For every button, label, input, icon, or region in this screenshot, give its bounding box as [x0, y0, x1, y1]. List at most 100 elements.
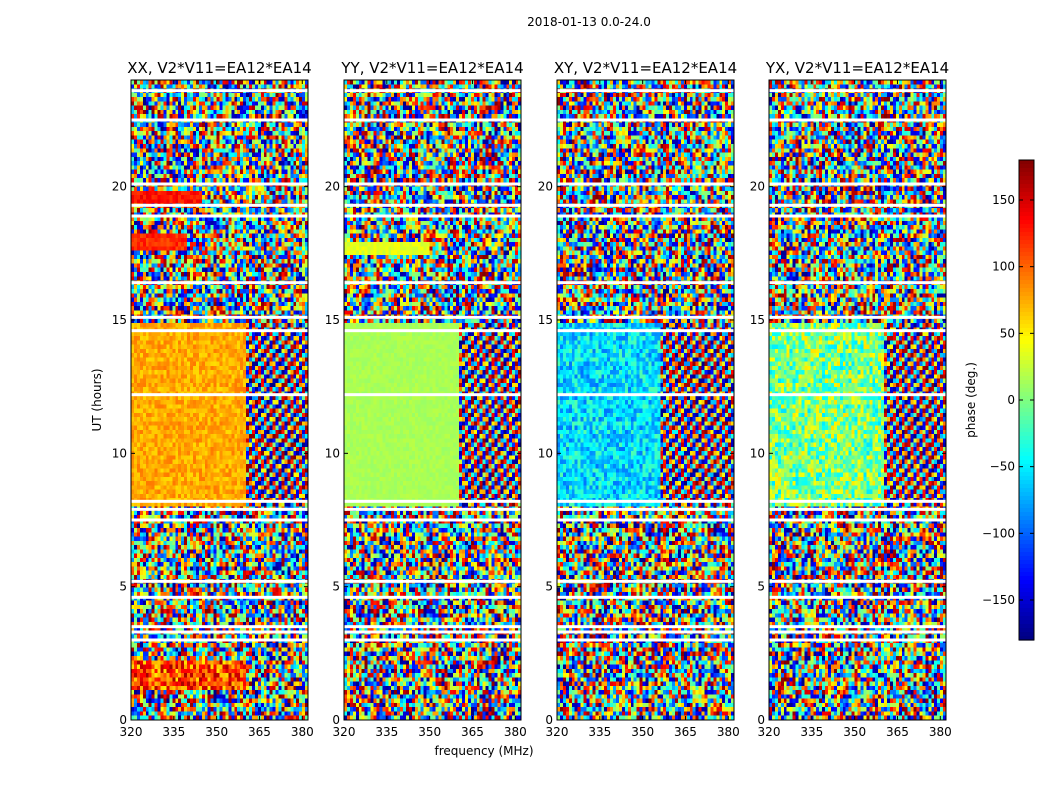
colorbar-segment: [1019, 532, 1034, 537]
colorbar-segment: [1019, 372, 1034, 377]
colorbar-segment: [1019, 512, 1034, 517]
flagged-row: [344, 499, 521, 503]
colorbar-segment: [1019, 488, 1034, 493]
plot-frame: [768, 79, 947, 721]
colorbar-segment: [1019, 296, 1034, 301]
x-tick-label: 365: [674, 725, 697, 739]
flagged-row: [131, 507, 308, 511]
flagged-row: [557, 89, 734, 93]
panel-1: XX, V2*V11=EA12*EA14 320 335 350 365 380 0 5 10 1…: [112, 59, 314, 739]
colorbar-segment: [1019, 396, 1034, 401]
x-tick-label: 350: [631, 725, 654, 739]
colorbar-segment: [1019, 344, 1034, 349]
colorbar-segment: [1019, 340, 1034, 345]
y-tick-label: 0: [332, 713, 340, 727]
flagged-row: [557, 281, 734, 285]
flagged-row: [557, 499, 734, 503]
flagged-row: [344, 315, 521, 319]
colorbar-segment: [1019, 400, 1034, 405]
colorbar-segment: [1019, 356, 1034, 361]
colorbar-segment: [1019, 216, 1034, 221]
flagged-row: [131, 630, 308, 634]
panel-4: YX, V2*V11=EA12*EA14 320 335 350 365 380 0 5 10 1…: [750, 59, 952, 739]
x-tick-label: 320: [120, 725, 143, 739]
flagged-row: [131, 329, 308, 333]
flagged-row: [769, 518, 946, 522]
y-tick-label: 15: [325, 313, 340, 327]
colorbar-segment: [1019, 204, 1034, 209]
colorbar-segment: [1019, 260, 1034, 265]
colorbar-segment: [1019, 572, 1034, 577]
colorbar-segment: [1019, 636, 1034, 641]
flagged-row: [769, 638, 946, 642]
colorbar-segment: [1019, 476, 1034, 481]
colorbar-segment: [1019, 228, 1034, 233]
colorbar-segment: [1019, 220, 1034, 225]
colorbar-segment: [1019, 164, 1034, 169]
phase-heatmap: [769, 80, 946, 720]
flagged-row: [769, 214, 946, 218]
colorbar-segment: [1019, 568, 1034, 573]
flagged-row: [769, 118, 946, 122]
y-tick-label: 15: [112, 313, 127, 327]
colorbar-segment: [1019, 552, 1034, 557]
flagged-row: [131, 182, 308, 186]
flagged-row: [557, 579, 734, 583]
flagged-row: [131, 579, 308, 583]
x-tick-label: 320: [333, 725, 356, 739]
x-tick-label: 350: [418, 725, 441, 739]
colorbar-segment: [1019, 596, 1034, 601]
colorbar-segment: [1019, 304, 1034, 309]
colorbar-segment: [1019, 536, 1034, 541]
colorbar-segment: [1019, 332, 1034, 337]
flagged-row: [557, 203, 734, 207]
panel-3: XY, V2*V11=EA12*EA14 320 335 350 365 380 0 5 10 1…: [538, 59, 740, 739]
colorbar-segment: [1019, 520, 1034, 525]
colorbar-segment: [1019, 628, 1034, 633]
colorbar-segment: [1019, 360, 1034, 365]
y-tick-label: 20: [538, 180, 553, 194]
colorbar-segment: [1019, 416, 1034, 421]
colorbar-segment: [1019, 232, 1034, 237]
colorbar-segment: [1019, 404, 1034, 409]
colorbar-segment: [1019, 464, 1034, 469]
flagged-row: [769, 579, 946, 583]
flagged-row: [131, 595, 308, 599]
flagged-row: [769, 625, 946, 629]
y-tick-label: 15: [750, 313, 765, 327]
colorbar-segment: [1019, 348, 1034, 353]
panels: XX, V2*V11=EA12*EA14 320 335 350 365 380 0 5 10 1…: [112, 59, 952, 739]
colorbar-segment: [1019, 480, 1034, 485]
flagged-row: [344, 625, 521, 629]
colorbar-segment: [1019, 200, 1034, 205]
x-tick-label: 335: [800, 725, 823, 739]
plot-frame: [343, 79, 522, 721]
colorbar-segment: [1019, 244, 1034, 249]
colorbar-segment: [1019, 256, 1034, 261]
colorbar-segment: [1019, 516, 1034, 521]
colorbar-segment: [1019, 504, 1034, 509]
flagged-row: [557, 518, 734, 522]
phase-heatmap: [131, 80, 308, 720]
flagged-row: [131, 214, 308, 218]
colorbar-segment: [1019, 376, 1034, 381]
flagged-row: [769, 499, 946, 503]
flagged-row: [131, 625, 308, 629]
y-tick-label: 10: [538, 446, 553, 460]
flagged-row: [557, 393, 734, 397]
y-tick-label: 10: [112, 446, 127, 460]
colorbar-segment: [1019, 312, 1034, 317]
flagged-row: [769, 203, 946, 207]
flagged-row: [344, 118, 521, 122]
y-tick-label: 5: [545, 580, 553, 594]
colorbar-segment: [1019, 508, 1034, 513]
x-tick-label: 380: [717, 725, 740, 739]
colorbar-segment: [1019, 408, 1034, 413]
colorbar-segment: [1019, 264, 1034, 269]
colorbar-segment: [1019, 440, 1034, 445]
y-tick-label: 10: [325, 446, 340, 460]
colorbar-segment: [1019, 456, 1034, 461]
colorbar-segment: [1019, 384, 1034, 389]
flagged-row: [344, 579, 521, 583]
x-tick-label: 350: [205, 725, 228, 739]
